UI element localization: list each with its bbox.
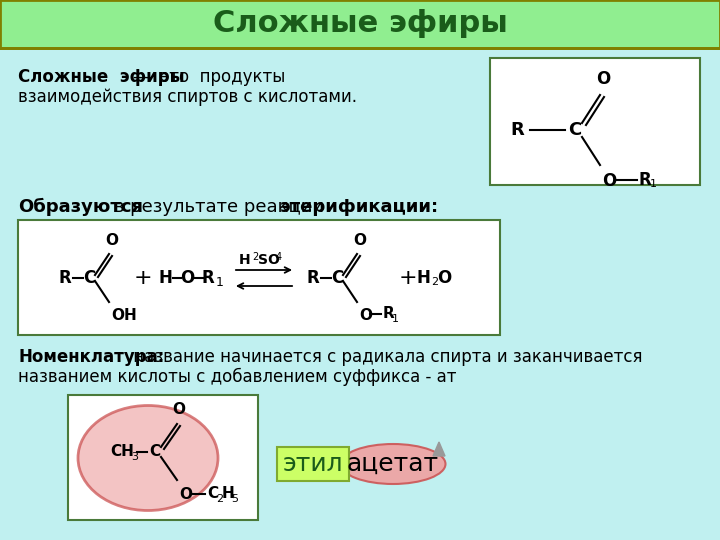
Text: Номенклатура:: Номенклатура: bbox=[18, 348, 164, 366]
Text: 2: 2 bbox=[216, 494, 223, 504]
Text: C: C bbox=[150, 444, 161, 460]
Text: O: O bbox=[354, 233, 366, 248]
Text: 2: 2 bbox=[431, 277, 438, 287]
Text: O: O bbox=[106, 233, 119, 248]
Text: O: O bbox=[596, 70, 610, 88]
Text: OH: OH bbox=[111, 308, 137, 323]
Text: C: C bbox=[568, 121, 582, 139]
Text: 1: 1 bbox=[650, 179, 657, 189]
Polygon shape bbox=[433, 442, 445, 456]
Text: этил: этил bbox=[283, 452, 343, 476]
Ellipse shape bbox=[78, 406, 218, 510]
Text: R: R bbox=[639, 171, 652, 189]
Text: O: O bbox=[437, 269, 451, 287]
Text: O: O bbox=[180, 269, 194, 287]
Text: R: R bbox=[510, 121, 524, 139]
FancyBboxPatch shape bbox=[68, 395, 258, 520]
Text: R: R bbox=[58, 269, 71, 287]
Text: O: O bbox=[602, 172, 616, 190]
Text: в результате реакции: в результате реакции bbox=[108, 198, 330, 216]
Text: SO: SO bbox=[258, 253, 280, 267]
Text: H: H bbox=[158, 269, 172, 287]
FancyBboxPatch shape bbox=[0, 0, 720, 48]
Text: взаимодействия спиртов с кислотами.: взаимодействия спиртов с кислотами. bbox=[18, 88, 357, 106]
Text: R: R bbox=[383, 307, 395, 321]
FancyBboxPatch shape bbox=[490, 58, 700, 185]
Text: O: O bbox=[173, 402, 186, 417]
Text: 1: 1 bbox=[392, 314, 399, 324]
Text: C: C bbox=[207, 487, 218, 502]
Text: C: C bbox=[331, 269, 343, 287]
FancyBboxPatch shape bbox=[277, 447, 349, 481]
Text: R: R bbox=[202, 269, 215, 287]
Text: 4: 4 bbox=[276, 252, 282, 262]
Text: 3: 3 bbox=[131, 452, 138, 462]
Text: R: R bbox=[307, 269, 320, 287]
Text: 5: 5 bbox=[231, 494, 238, 504]
Text: 1: 1 bbox=[216, 276, 224, 289]
Text: 2: 2 bbox=[252, 252, 258, 262]
Text: названием кислоты с добавлением суффикса - ат: названием кислоты с добавлением суффикса… bbox=[18, 368, 456, 386]
Text: название начинается с радикала спирта и заканчивается: название начинается с радикала спирта и … bbox=[128, 348, 642, 366]
Text: Образуются: Образуются bbox=[18, 198, 143, 216]
Text: O: O bbox=[359, 308, 372, 323]
Text: +: + bbox=[134, 268, 153, 288]
Text: O: O bbox=[179, 487, 192, 502]
Text: CH: CH bbox=[110, 444, 134, 460]
Text: Сложные эфиры: Сложные эфиры bbox=[212, 10, 508, 38]
Text: этерификации:: этерификации: bbox=[280, 198, 439, 216]
Text: +: + bbox=[399, 268, 418, 288]
Text: H: H bbox=[238, 253, 250, 267]
Text: —  это  продукты: — это продукты bbox=[133, 68, 285, 86]
Text: H: H bbox=[416, 269, 430, 287]
Text: ацетат: ацетат bbox=[347, 452, 439, 476]
FancyBboxPatch shape bbox=[18, 220, 500, 335]
Text: C: C bbox=[83, 269, 95, 287]
Ellipse shape bbox=[341, 444, 446, 484]
Text: Сложные  эфиры: Сложные эфиры bbox=[18, 68, 184, 86]
Text: H: H bbox=[222, 487, 235, 502]
